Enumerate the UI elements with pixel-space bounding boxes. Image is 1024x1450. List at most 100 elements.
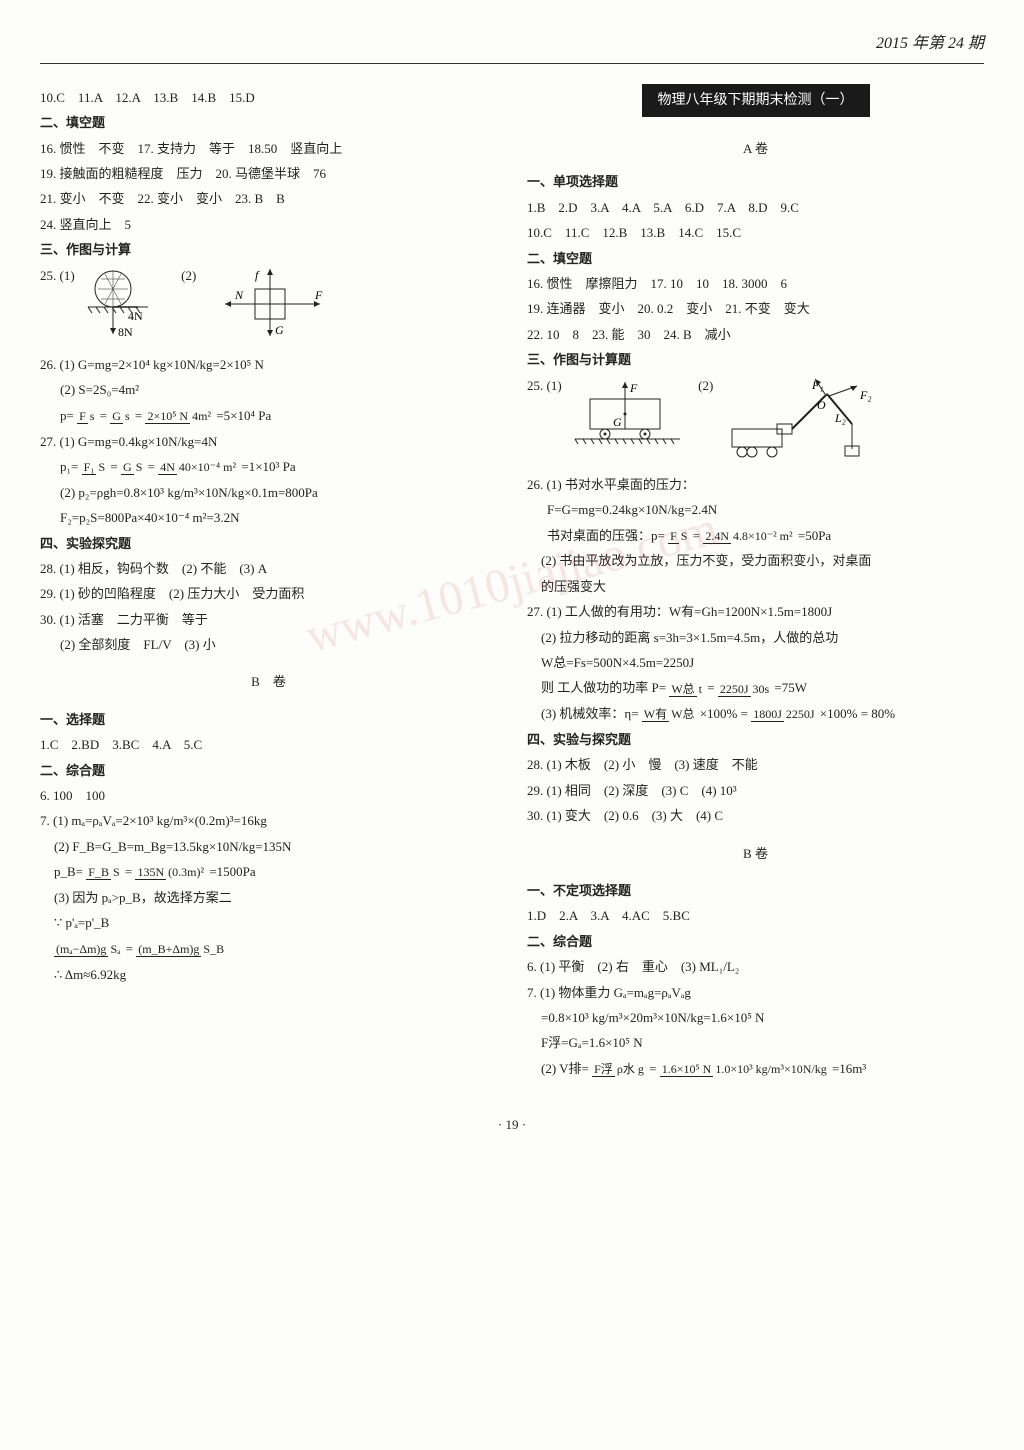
q25-label: 25. (1)	[40, 268, 75, 283]
frac-num: F浮	[592, 1062, 615, 1077]
frac-den: S	[134, 460, 145, 474]
b-q6: 6. 100 100	[40, 784, 497, 807]
label-F: F	[314, 288, 323, 302]
q27-3: (3) 机械效率：η= W有W总 ×100% = 1800J2250J ×100…	[527, 702, 984, 726]
frac-num: (mₐ−Δm)g	[54, 942, 108, 957]
eq-lhs: (2) V排=	[541, 1061, 589, 1076]
label-G: G	[613, 415, 622, 429]
frac-num: 2×10⁵ N	[145, 409, 190, 424]
q25-2-label: (2)	[698, 378, 713, 393]
q26-1b: F=G=mg=0.24kg×10N/kg=2.4N	[527, 498, 984, 521]
page-number: · 19 ·	[40, 1113, 984, 1136]
frac-den: Sₐ	[108, 942, 122, 956]
q25: 25. (1) F G	[527, 374, 984, 471]
q27-p1: p₁= F₁S = GS = 4N40×10⁻⁴ m² =1×10³ Pa	[40, 455, 497, 479]
section-b: B 卷	[40, 670, 497, 693]
b-q1: 1.C 2.BD 3.BC 4.A 5.C	[40, 733, 497, 756]
diagram-25-2: F₁ F₂ O L₂	[717, 374, 877, 471]
frac-num: F	[668, 529, 679, 544]
frac-den: t	[697, 682, 704, 696]
ans-row: 10.C 11.A 12.A 13.B 14.B 15.D	[40, 86, 497, 109]
q29: 29. (1) 相同 (2) 深度 (3) C (4) 10³	[527, 779, 984, 802]
q27-1: 27. (1) 工人做的有用功：W有=Gh=1200N×1.5m=1800J	[527, 600, 984, 623]
q28: 28. (1) 木板 (2) 小 慢 (3) 速度 不能	[527, 753, 984, 776]
q26-2b: 的压强变大	[527, 575, 984, 598]
diagram-25-1: 8N 4N	[78, 264, 178, 351]
frac-num: F₁	[82, 460, 97, 475]
label-f: f	[255, 268, 260, 282]
q30: 30. (1) 变大 (2) 0.6 (3) 大 (4) C	[527, 804, 984, 827]
frac-num: W总	[669, 682, 696, 697]
eq: =	[148, 459, 155, 474]
section-a: A 卷	[527, 137, 984, 160]
q27-1: 27. (1) G=mg=0.4kg×10N/kg=4N	[40, 430, 497, 453]
q27-2c: 则 工人做功的功率 P= W总t = 2250J30s =75W	[527, 676, 984, 700]
label-G: G	[275, 323, 284, 337]
frac-num: G	[110, 409, 123, 424]
label-8N: 8N	[118, 325, 133, 339]
frac-num: 4N	[158, 460, 177, 475]
frac-den: S_B	[201, 942, 226, 956]
section-fill: 二、填空题	[40, 111, 497, 134]
frac-num: W有	[642, 707, 669, 722]
b-q7-pb: p_B= F_BS = 135N(0.3m)² =1500Pa	[40, 860, 497, 884]
b-q7-1c: F浮=Gₐ=1.6×10⁵ N	[527, 1031, 984, 1054]
frac-num: G	[121, 460, 134, 475]
frac-den: 1.0×10³ kg/m³×10N/kg	[713, 1062, 828, 1076]
eq-lhs: p₁=	[60, 459, 78, 474]
b-q7-1b: =0.8×10³ kg/m³×20m³×10N/kg=1.6×10⁵ N	[527, 1006, 984, 1029]
eq: =	[693, 528, 700, 543]
eq: =	[125, 864, 132, 879]
section-comp: 二、综合题	[527, 930, 984, 953]
eq: =	[649, 1061, 656, 1076]
frac-den: W总	[669, 707, 696, 721]
q27-2a: (2) p₂=ρgh=0.8×10³ kg/m³×10N/kg×0.1m=800…	[40, 481, 497, 504]
eq-lhs: 则 工人做功的功率 P=	[541, 680, 666, 695]
frac-den: s	[123, 409, 132, 423]
q26-2a: (2) S=2S₀=4m²	[40, 378, 497, 401]
b-q7-3c: (mₐ−Δm)gSₐ = (m_B+Δm)gS_B	[40, 937, 497, 961]
b-q7-3b: ∵ p'ₐ=p'_B	[40, 911, 497, 934]
frac-num: F	[77, 409, 88, 424]
frac-den: 40×10⁻⁴ m²	[177, 460, 238, 474]
frac-den: 2250J	[784, 707, 817, 721]
b-q6: 6. (1) 平衡 (2) 右 重心 (3) ML₁/L₂	[527, 955, 984, 978]
frac-num: F_B	[86, 865, 111, 880]
b-q7-1: 7. (1) mₐ=ρₐVₐ=2×10³ kg/m³×(0.2m)³=16kg	[40, 809, 497, 832]
label-4N: 4N	[128, 309, 143, 323]
eq-res: =5×10⁴ Pa	[216, 408, 271, 423]
frac-num: 2.4N	[703, 529, 731, 544]
q30a: 30. (1) 活塞 二力平衡 等于	[40, 608, 497, 631]
issue-header: 2015 年第 24 期	[40, 30, 984, 64]
b-q1: 1.D 2.A 3.A 4.AC 5.BC	[527, 904, 984, 927]
q26-2b: p= Fs = Gs = 2×10⁵ N4m² =5×10⁴ Pa	[40, 404, 497, 428]
ans-row: 22. 10 8 23. 能 30 24. B 减小	[527, 323, 984, 346]
frac-den: 4m²	[190, 409, 213, 423]
ans-row: 24. 竖直向上 5	[40, 213, 497, 236]
frac-den: 4.8×10⁻² m²	[731, 529, 795, 543]
frac-den: S	[111, 865, 122, 879]
frac-den: ρ水 g	[615, 1062, 646, 1076]
eq: =	[100, 408, 107, 423]
label-F: F	[629, 381, 638, 395]
frac-den: S	[679, 529, 690, 543]
eq-res: =1×10³ Pa	[241, 459, 295, 474]
frac-den: S	[96, 460, 107, 474]
q25-2-label: (2)	[181, 268, 196, 283]
eq: =	[126, 941, 133, 956]
eq: =	[707, 680, 714, 695]
q26-1a: 26. (1) 书对水平桌面的压力：	[527, 473, 984, 496]
section-draw: 三、作图与计算	[40, 238, 497, 261]
eq-res: =75W	[774, 680, 807, 695]
label-N: N	[234, 288, 244, 302]
frac-den: (0.3m)²	[166, 865, 206, 879]
eq-lhs: p_B=	[54, 864, 83, 879]
left-column: 10.C 11.A 12.A 13.B 14.B 15.D 二、填空题 16. …	[40, 84, 497, 1083]
frac-num: 1800J	[751, 707, 784, 722]
frac-num: 135N	[135, 865, 166, 880]
section-exp: 四、实验与探究题	[527, 728, 984, 751]
section-choice: 一、不定项选择题	[527, 879, 984, 902]
ans-row: 21. 变小 不变 22. 变小 变小 23. B B	[40, 187, 497, 210]
b-q7-2: (2) F_B=G_B=m_Bg=13.5kg×10N/kg=135N	[40, 835, 497, 858]
diagram-25-1: F G	[565, 374, 695, 461]
